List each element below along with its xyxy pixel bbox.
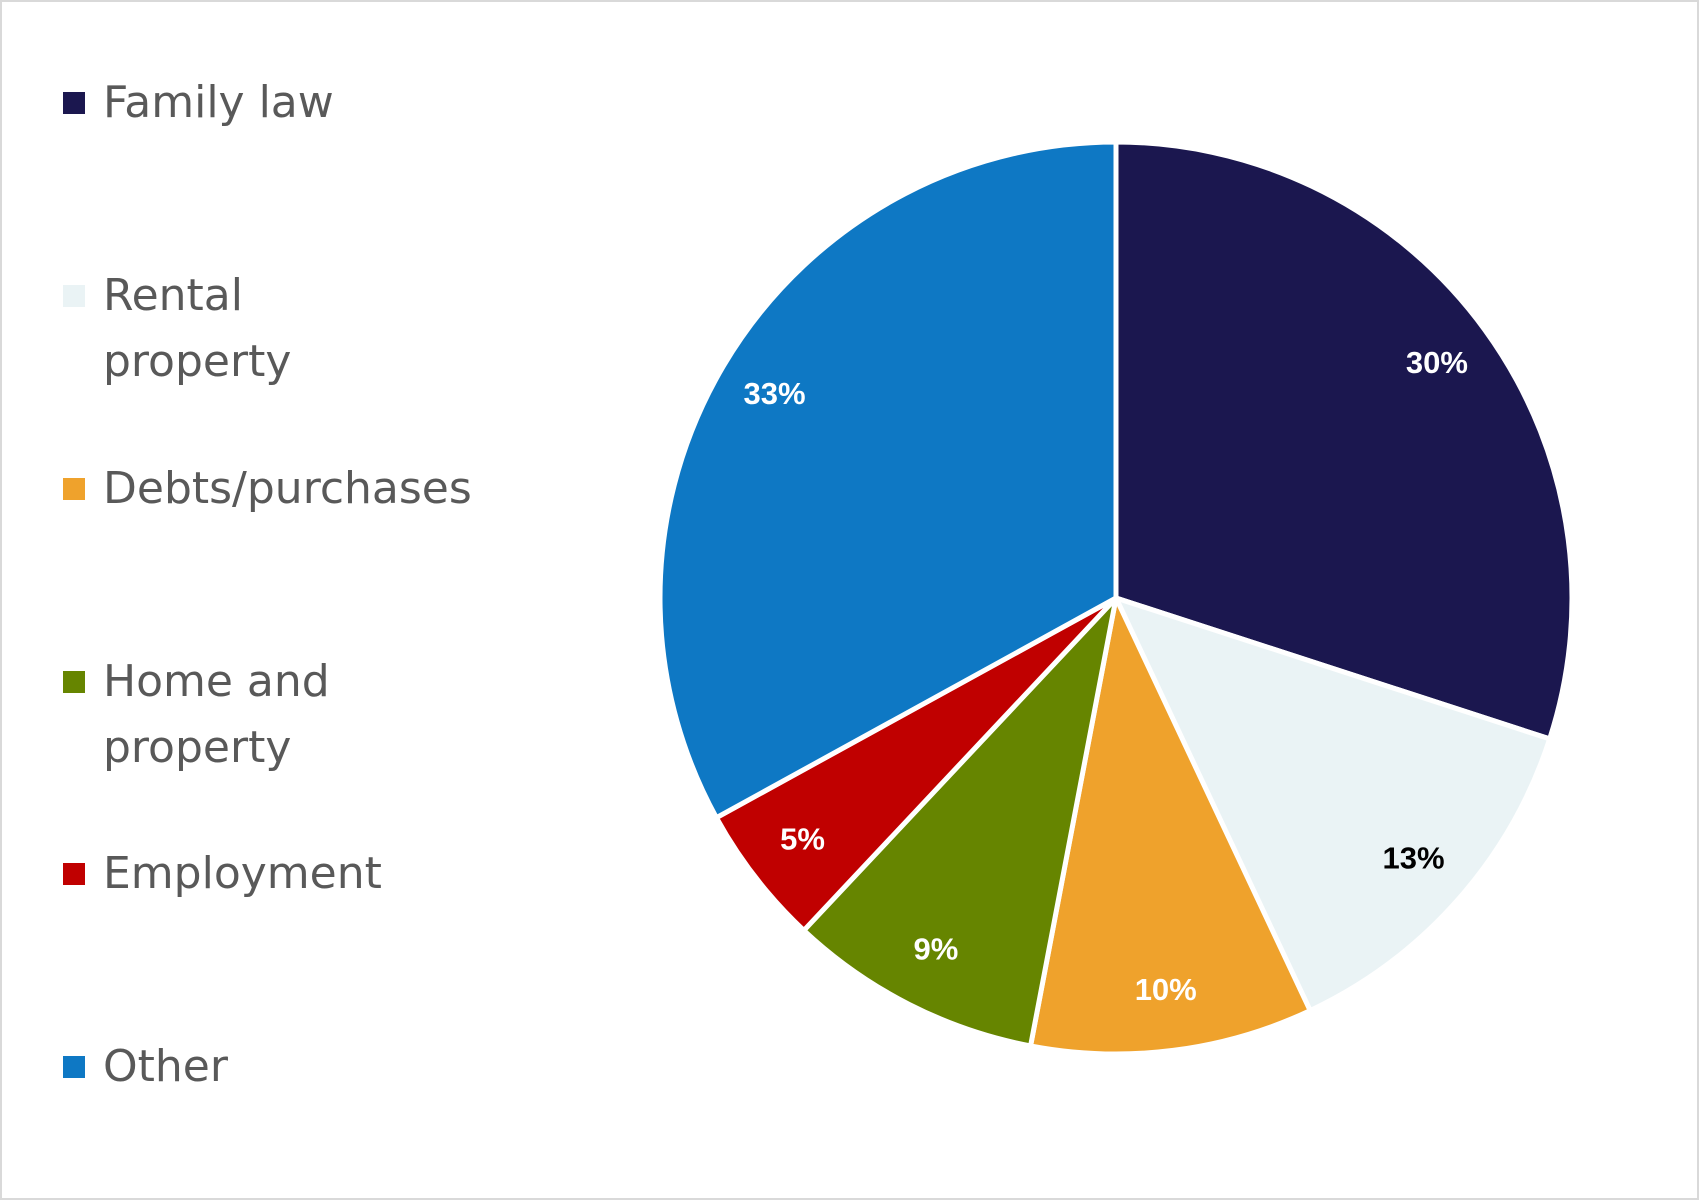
pie-slice [1113,139,1575,742]
legend-swatch [63,92,85,114]
legend-item: Debts/purchases [63,456,503,522]
legend-item: Employment [63,841,503,907]
legend-label: Employment [103,848,382,899]
legend-swatch [63,1056,85,1078]
legend-label: Debts/purchases [103,463,472,514]
pie-slice [657,139,1119,821]
pie-slice [713,595,1119,933]
legend-item: Home and property [63,649,503,781]
data-label: 10% [1135,972,1197,1007]
legend-label: Rental property [103,270,292,387]
legend-swatch [63,478,85,500]
data-label: 9% [913,932,958,967]
pie-slice [1028,595,1313,1057]
pie-slice [1113,595,1553,1014]
legend-swatch [63,863,85,885]
legend-item: Family law [63,70,503,136]
legend-label: Family law [103,77,334,128]
data-label: 13% [1383,841,1445,876]
legend-swatch [63,285,85,307]
data-label: 30% [1406,345,1468,380]
legend-label: Other [103,1041,228,1092]
legend-label: Home and property [103,656,330,773]
data-label: 5% [780,821,825,856]
legend-item: Rental property [63,263,503,395]
legend-swatch [63,671,85,693]
pie-slice [801,595,1119,1049]
legend-item: Other [63,1034,503,1100]
data-label: 33% [744,376,806,411]
